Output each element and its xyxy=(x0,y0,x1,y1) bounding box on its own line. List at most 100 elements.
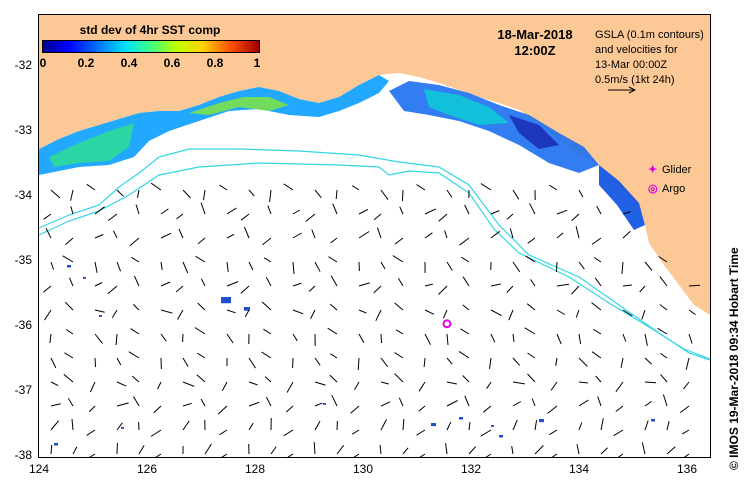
velocity-vector xyxy=(328,256,338,263)
sst-speck xyxy=(431,423,436,427)
velocity-vector xyxy=(459,237,470,246)
velocity-vector xyxy=(461,256,470,263)
velocity-vector xyxy=(556,333,562,345)
velocity-vector xyxy=(373,213,382,221)
velocity-vector xyxy=(327,327,338,335)
velocity-vector xyxy=(485,453,492,457)
velocity-vector xyxy=(556,209,568,215)
velocity-vector xyxy=(571,285,580,295)
velocity-vector xyxy=(615,405,624,412)
velocity-vector xyxy=(358,309,367,314)
velocity-vector xyxy=(314,357,321,366)
velocity-vector xyxy=(617,453,624,457)
x-tick: 134 xyxy=(568,462,590,476)
velocity-vector xyxy=(527,373,536,383)
velocity-vector xyxy=(197,352,206,359)
velocity-vector xyxy=(644,261,653,271)
velocity-vector xyxy=(219,429,228,436)
velocity-vector xyxy=(376,227,382,239)
velocity-vector xyxy=(116,422,123,431)
velocity-vector xyxy=(380,189,389,200)
y-tick: -32 xyxy=(14,58,32,72)
velocity-vector xyxy=(350,405,360,414)
velocity-vector xyxy=(262,237,272,246)
velocity-vector xyxy=(394,237,404,245)
velocity-vector xyxy=(683,381,690,390)
colorbar-title: std dev of 4hr SST comp xyxy=(79,23,221,37)
velocity-vector xyxy=(556,283,569,287)
velocity-vector xyxy=(591,302,602,311)
velocity-vector xyxy=(194,327,206,335)
velocity-vector xyxy=(622,230,631,239)
velocity-vector xyxy=(94,282,103,287)
velocity-vector xyxy=(65,237,74,245)
velocity-vector xyxy=(380,333,382,344)
velocity-vector xyxy=(597,396,602,407)
velocity-vector xyxy=(358,282,370,287)
colorbar-tick: 0 xyxy=(39,56,47,70)
velocity-vector xyxy=(490,210,500,215)
velocity-vector xyxy=(64,301,74,311)
velocity-vector xyxy=(248,401,260,407)
velocity-vector xyxy=(86,183,96,191)
velocity-vector xyxy=(226,261,229,272)
velocity-vector xyxy=(70,189,74,201)
velocity-vector xyxy=(332,203,338,215)
velocity-vector xyxy=(460,328,470,335)
velocity-vector xyxy=(197,237,206,245)
velocity-vector xyxy=(490,230,501,239)
velocity-vector xyxy=(658,256,668,263)
velocity-vector xyxy=(446,421,452,431)
legend-glider-label: Glider xyxy=(662,164,692,176)
velocity-vector xyxy=(375,309,382,322)
velocity-vector xyxy=(310,309,316,320)
velocity-vector xyxy=(644,357,652,365)
velocity-vector xyxy=(329,303,338,311)
velocity-vector xyxy=(551,453,558,457)
velocity-vector xyxy=(531,398,536,407)
velocity-vector xyxy=(182,189,191,199)
velocity-vector xyxy=(458,350,470,359)
velocity-vector xyxy=(512,401,522,407)
velocity-vector xyxy=(462,304,470,311)
velocity-vector xyxy=(512,381,525,385)
velocity-vector xyxy=(380,357,389,368)
velocity-vector xyxy=(50,189,61,199)
velocity-vector xyxy=(394,373,404,383)
gsla-line: GSLA (0.1m contours) xyxy=(595,29,704,41)
sst-speck xyxy=(539,419,544,423)
glider-icon: ✦ xyxy=(648,164,658,176)
velocity-vector xyxy=(150,182,162,191)
velocity-vector xyxy=(446,357,453,365)
velocity-vector xyxy=(177,309,184,320)
y-tick: -34 xyxy=(14,188,32,202)
y-tick: -38 xyxy=(14,448,32,462)
velocity-vector xyxy=(462,375,470,383)
velocity-vector xyxy=(313,441,316,455)
colorbar-tick: 1 xyxy=(253,56,261,70)
velocity-vector xyxy=(688,333,693,344)
velocity-vector xyxy=(644,420,649,431)
velocity-vector xyxy=(395,329,404,335)
velocity-vector xyxy=(331,394,338,407)
velocity-vector xyxy=(509,228,514,239)
sst-stddev-band xyxy=(509,115,559,149)
x-tick: 128 xyxy=(244,462,266,476)
colorbar xyxy=(42,40,260,53)
y-tick: -37 xyxy=(14,383,32,397)
velocity-vector xyxy=(595,375,602,383)
velocity-vector xyxy=(402,447,409,455)
velocity-vector xyxy=(330,275,338,287)
velocity-vector xyxy=(446,400,458,407)
velocity-vector xyxy=(132,304,140,311)
velocity-vector xyxy=(401,189,404,202)
velocity-vector xyxy=(226,333,234,344)
velocity-vector xyxy=(512,357,521,366)
velocity-vector xyxy=(182,357,189,367)
velocity-vector xyxy=(131,375,140,383)
velocity-vector xyxy=(94,357,97,368)
velocity-vector xyxy=(462,276,470,287)
velocity-vector xyxy=(526,303,536,311)
velocity-vector xyxy=(424,232,433,239)
sst-speck xyxy=(221,297,231,304)
